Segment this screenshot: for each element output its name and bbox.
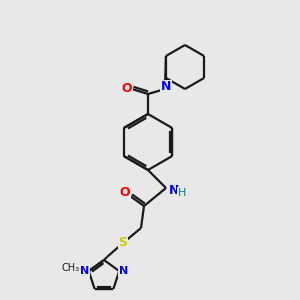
Text: S: S bbox=[118, 236, 127, 250]
Text: N: N bbox=[169, 184, 179, 196]
Text: N: N bbox=[161, 80, 171, 94]
Text: O: O bbox=[122, 82, 132, 94]
Text: N: N bbox=[118, 266, 128, 276]
Text: N: N bbox=[80, 266, 89, 276]
Text: H: H bbox=[178, 188, 186, 198]
Text: CH₃: CH₃ bbox=[62, 263, 80, 273]
Text: O: O bbox=[120, 185, 130, 199]
